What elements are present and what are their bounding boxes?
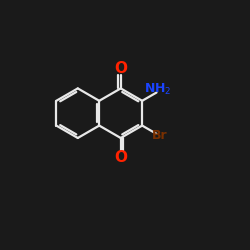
Text: O: O	[114, 150, 127, 165]
Text: NH$_2$: NH$_2$	[144, 82, 171, 96]
Text: Br: Br	[152, 128, 168, 141]
Text: O: O	[114, 61, 127, 76]
